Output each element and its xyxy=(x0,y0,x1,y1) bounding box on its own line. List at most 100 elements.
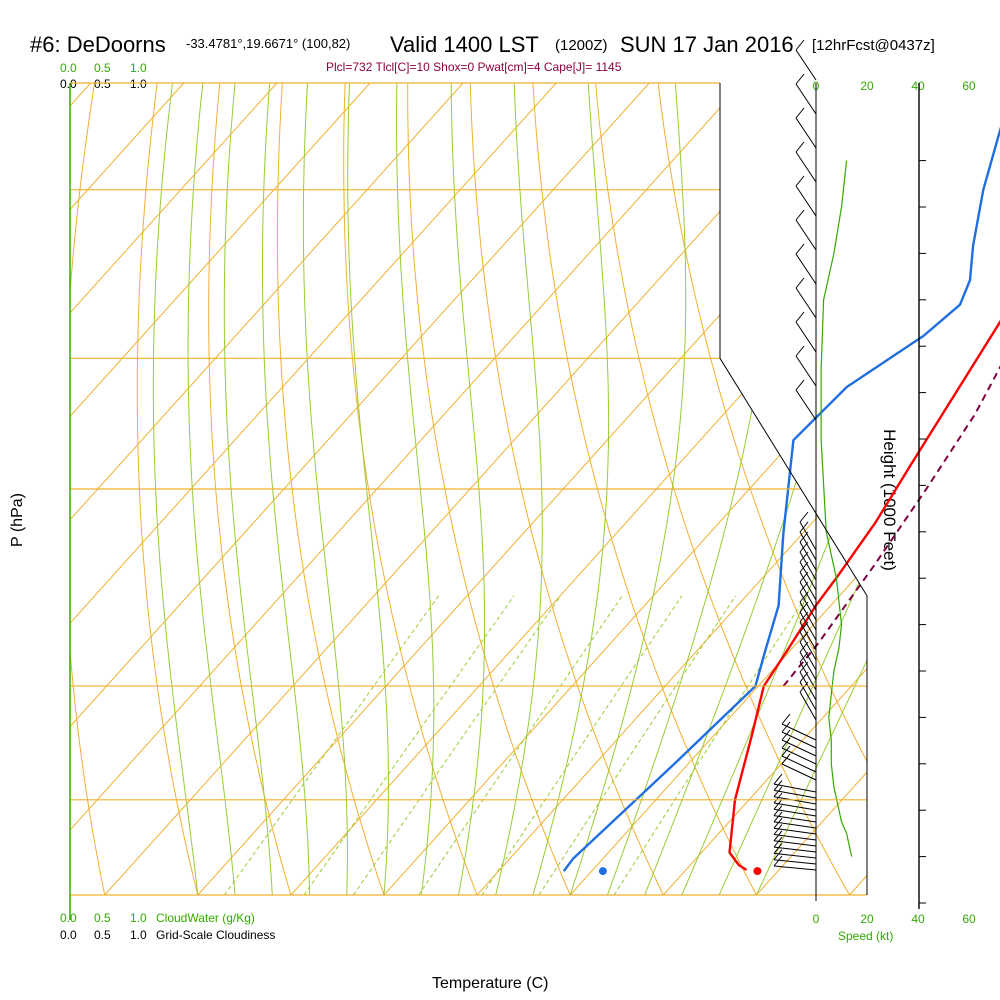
parcel-line xyxy=(782,365,1000,687)
top-cloudwater-tick-2: 1.0 xyxy=(130,61,147,75)
dry-adiabat-line xyxy=(0,83,32,895)
dry-adiabat-line xyxy=(136,83,199,895)
dry-adiabat-line xyxy=(208,83,292,895)
dry-adiabat-line xyxy=(532,83,757,895)
wind-barb-flag xyxy=(795,39,805,51)
top-cloudiness-tick-1: 0.5 xyxy=(94,77,111,91)
wind-barb-staff xyxy=(773,789,817,799)
right-boundary-line xyxy=(719,83,868,895)
moist-adiabat-line xyxy=(755,83,867,895)
wind-barb-flag xyxy=(773,855,783,867)
wind-barb-staff xyxy=(799,621,817,651)
wind-barb-staff xyxy=(799,631,817,661)
wind-barb-flag xyxy=(781,729,791,741)
mixing-ratio-line xyxy=(303,595,515,895)
dry-adiabat-line xyxy=(971,83,1000,895)
speed-bottom-tick-3: 60 xyxy=(962,912,976,926)
speed-bottom-tick-0: 0 xyxy=(813,912,820,926)
axes-layer xyxy=(69,82,926,920)
dry-adiabat-line xyxy=(909,83,1000,895)
wind-barb-flag xyxy=(773,836,783,848)
surface-dewpoint-dot xyxy=(598,867,607,876)
wind-barb-staff xyxy=(795,355,817,387)
dry-adiabat-line xyxy=(70,83,106,895)
wind-barb-flag xyxy=(773,780,783,791)
wind-barb-flag xyxy=(773,792,783,804)
wind-barb-staff xyxy=(799,561,817,591)
wind-barb-staff xyxy=(773,846,817,853)
wind-barb-staff xyxy=(773,808,817,817)
bottom-cloudwater-tick-1: 0.5 xyxy=(94,911,111,925)
wind-barb-flag xyxy=(773,817,783,829)
wind-barb-staff xyxy=(799,641,817,671)
x-axis-label: Temperature (C) xyxy=(432,975,548,992)
wind-barb-flag xyxy=(773,811,783,823)
wind-barb-staff xyxy=(799,611,817,641)
wind-barb-flag xyxy=(773,773,783,785)
dry-adiabat-line xyxy=(407,83,571,895)
surface-temperature-dot xyxy=(753,867,762,876)
wind-barb-flag xyxy=(781,753,791,765)
wind-barb-staff xyxy=(773,852,817,859)
moist-adiabat-line xyxy=(532,83,610,895)
dry-adiabat-line xyxy=(276,83,385,895)
mixing-ratio-line xyxy=(352,595,562,895)
mixing-ratio-line xyxy=(224,595,440,895)
wind-barb-flag xyxy=(773,849,783,861)
speed-bottom-tick-1: 20 xyxy=(860,912,874,926)
temperature-line xyxy=(728,319,1000,871)
valid-time: Valid 1400 LST xyxy=(390,32,539,57)
wind-barbs xyxy=(773,39,817,871)
wind-barb-flag xyxy=(795,141,805,153)
mixing-ratio-line xyxy=(613,595,807,895)
parcel-stats: Plcl=732 Tlcl[C]=10 Shox=0 Pwat[cm]=4 Ca… xyxy=(326,60,622,74)
y-axis-label: P (hPa) xyxy=(9,493,26,547)
wind-barb-flag xyxy=(773,843,783,854)
wind-barb-staff xyxy=(799,551,817,581)
wind-barb-staff xyxy=(773,821,817,829)
moist-adiabat-line xyxy=(569,83,687,895)
top-cloudwater-tick-0: 0.0 xyxy=(60,61,77,75)
wind-barb-staff xyxy=(773,802,817,811)
forecast-info: [12hrFcst@0437z] xyxy=(812,37,935,54)
moist-adiabat-line xyxy=(262,83,310,895)
station-title: #6: DeDoorns xyxy=(30,32,166,57)
dry-adiabat-line xyxy=(595,83,850,895)
bottom-cloudiness-tick-2: 1.0 xyxy=(130,928,147,942)
wind-barb-staff xyxy=(799,581,817,611)
moist-adiabat-line xyxy=(718,83,867,895)
wind-barb-staff xyxy=(795,321,817,353)
isotherm-line xyxy=(849,83,867,895)
speed-axis-label: Speed (kt) xyxy=(838,929,893,943)
speed-top-tick-1: 20 xyxy=(860,79,874,93)
moist-adiabat-line xyxy=(495,83,543,895)
mixing-ratio-line xyxy=(538,595,737,895)
bottom-cloudwater-tick-0: 0.0 xyxy=(60,911,77,925)
top-cloudwater-tick-1: 0.5 xyxy=(94,61,111,75)
dry-adiabat-line xyxy=(657,83,867,895)
wind-barb-flag xyxy=(773,824,783,835)
bottom-cloudwater-label: CloudWater (g/Kg) xyxy=(156,911,255,925)
wind-barb-flag xyxy=(795,379,805,391)
mixing-ratio-line xyxy=(481,595,683,895)
speed-top-tick-3: 60 xyxy=(962,79,976,93)
zulu-time: (1200Z) xyxy=(555,37,608,54)
wind-barb-flag xyxy=(795,345,805,357)
wind-barb-staff xyxy=(795,83,817,115)
wind-barb-staff xyxy=(799,571,817,601)
wind-barb-flag xyxy=(799,511,809,523)
mixing-ratio-line xyxy=(418,595,623,895)
wind-barb-staff xyxy=(799,531,817,561)
isotherm-line xyxy=(70,83,371,895)
wind-barb-flag xyxy=(795,107,805,119)
wind-barb-staff xyxy=(795,287,817,319)
wind-barb-flag xyxy=(795,277,805,289)
wind-barb-staff xyxy=(773,859,817,865)
wind-barb-staff xyxy=(795,185,817,217)
wind-barb-staff xyxy=(781,755,817,773)
wind-barb-flag xyxy=(773,805,783,816)
wind-barb-flag xyxy=(799,521,809,533)
wind-barb-staff xyxy=(773,783,817,793)
wind-barb-flag xyxy=(795,209,805,221)
